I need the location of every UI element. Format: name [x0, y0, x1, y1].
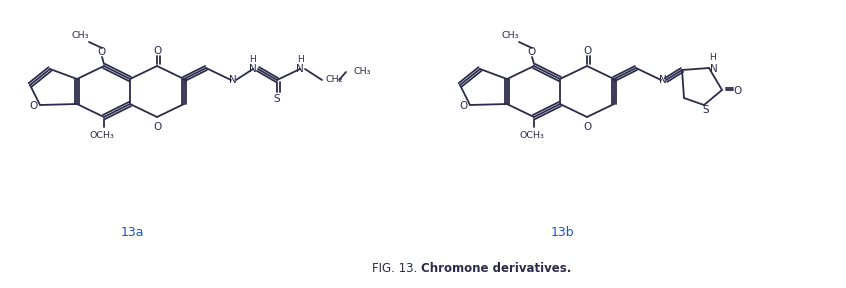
Text: H: H	[250, 56, 256, 65]
Text: CH₂: CH₂	[326, 75, 343, 84]
Text: N: N	[659, 75, 667, 85]
Text: O: O	[30, 101, 38, 111]
Text: N: N	[296, 64, 304, 74]
Text: O: O	[733, 86, 742, 96]
Text: O: O	[583, 122, 591, 132]
Text: H: H	[710, 54, 717, 62]
Text: FIG. 13.: FIG. 13.	[372, 262, 421, 274]
Text: Chromone derivatives.: Chromone derivatives.	[421, 262, 571, 274]
Text: CH₃: CH₃	[354, 67, 371, 77]
Text: 13b: 13b	[550, 226, 574, 238]
Text: N: N	[710, 64, 718, 74]
Text: O: O	[583, 46, 591, 56]
Text: N: N	[229, 75, 237, 85]
Text: H: H	[297, 56, 304, 65]
Text: CH₃: CH₃	[501, 31, 519, 39]
Text: N: N	[249, 64, 257, 74]
Text: O: O	[153, 46, 161, 56]
Text: CH₃: CH₃	[71, 31, 89, 39]
Text: S: S	[274, 94, 280, 104]
Text: O: O	[98, 47, 106, 57]
Text: OCH₃: OCH₃	[519, 130, 545, 139]
Text: S: S	[703, 105, 709, 115]
Text: 13a: 13a	[120, 226, 144, 238]
Text: OCH₃: OCH₃	[90, 130, 114, 139]
Text: O: O	[528, 47, 536, 57]
Text: O: O	[153, 122, 161, 132]
Text: O: O	[460, 101, 468, 111]
